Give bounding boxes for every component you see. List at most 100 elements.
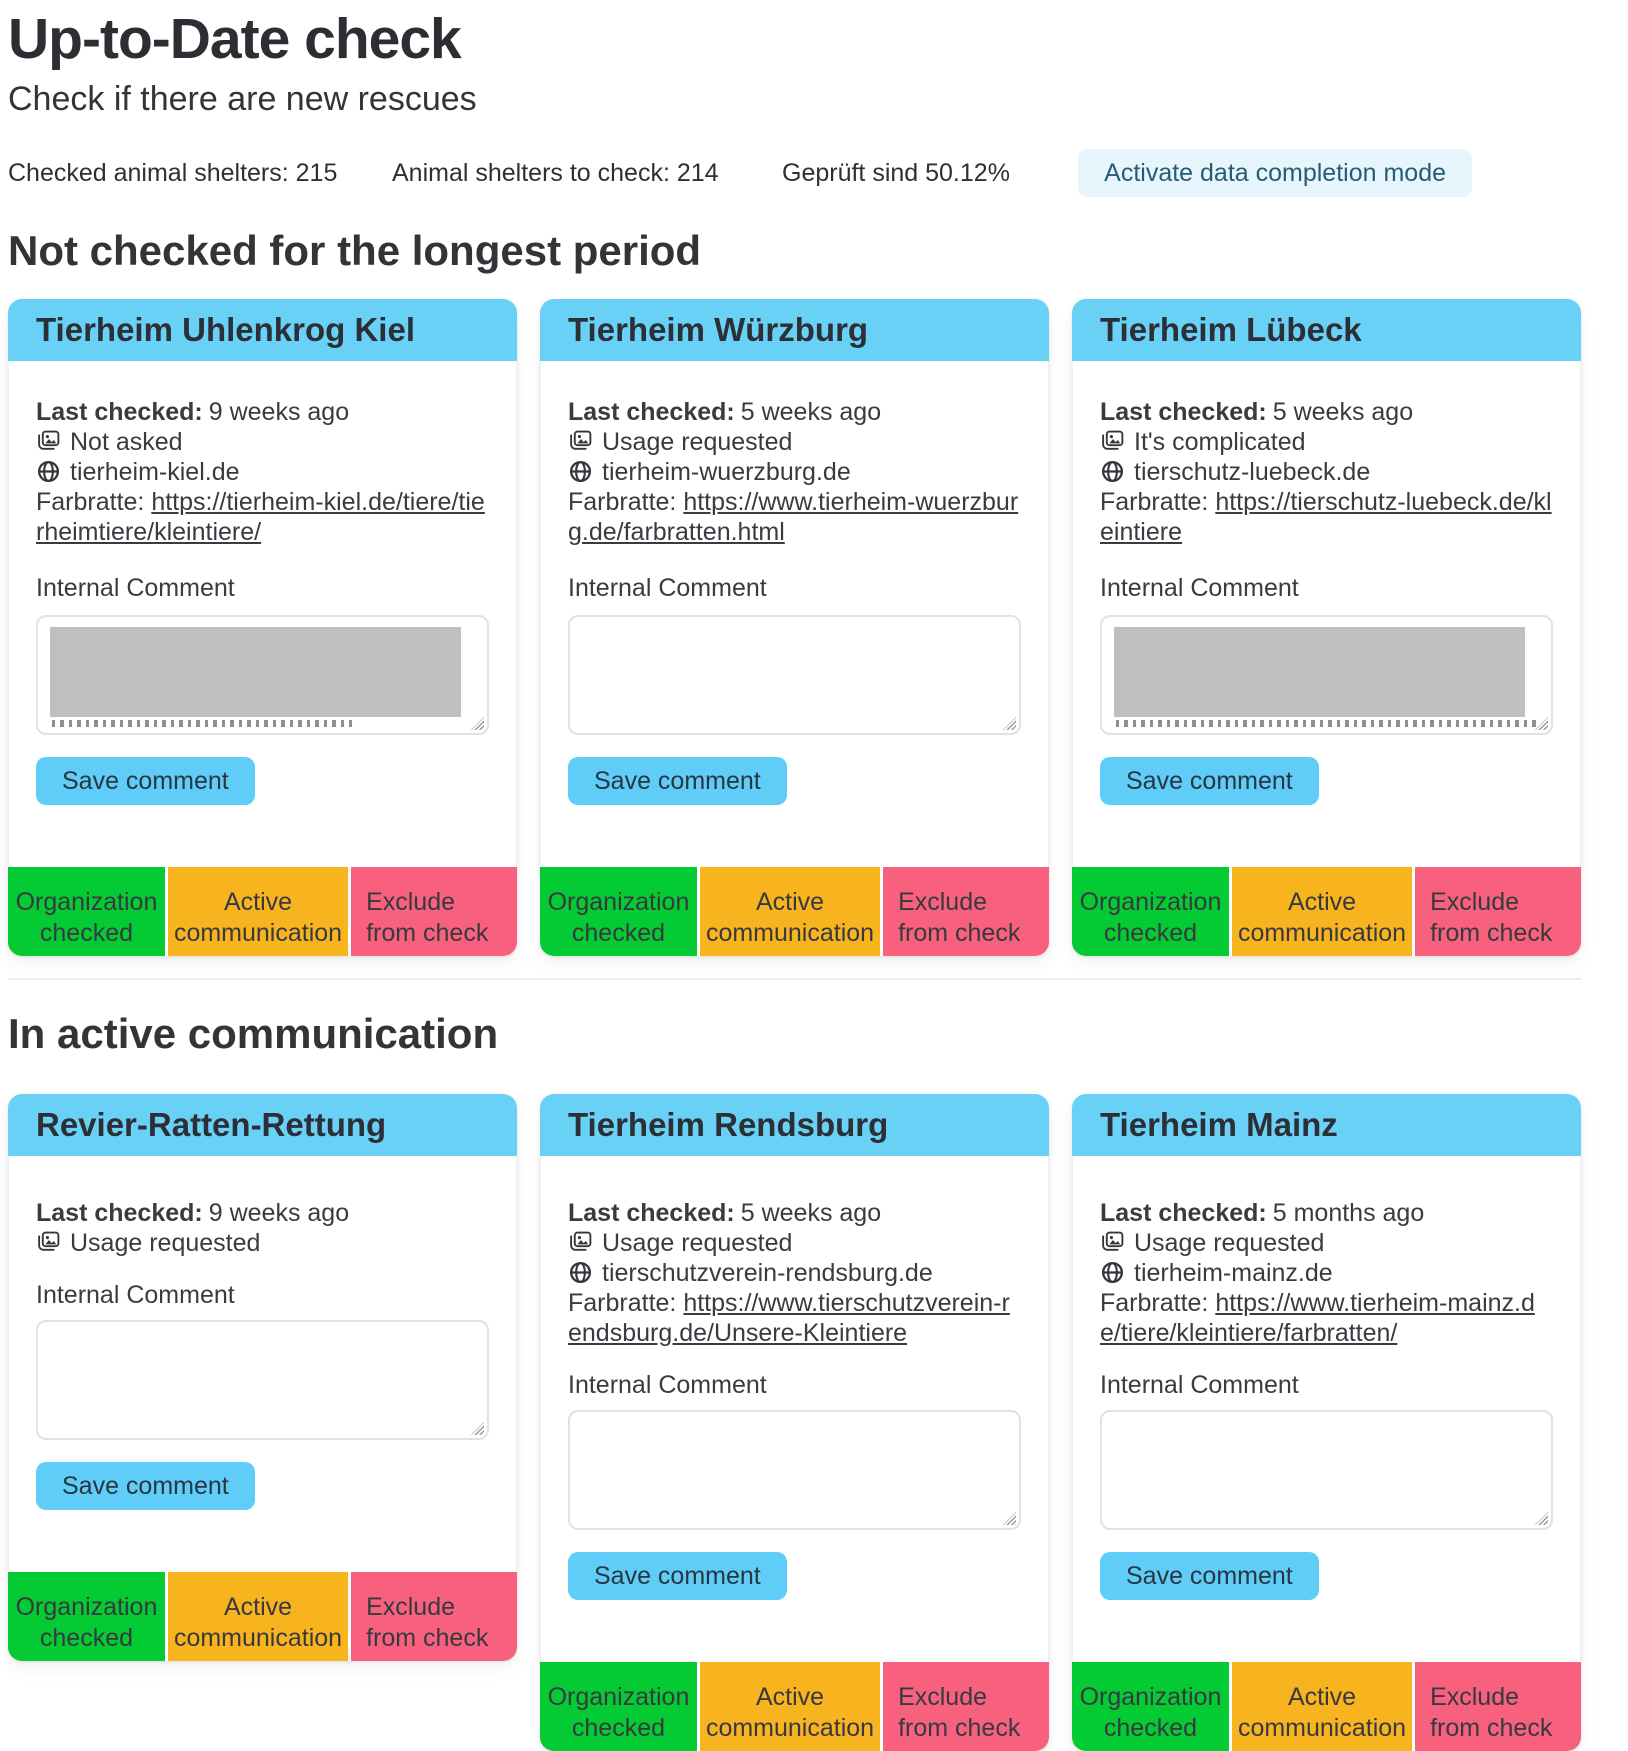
save-comment-button[interactable]: Save comment [36, 1462, 255, 1510]
usage-status-line: Usage requested [568, 427, 1021, 457]
internal-comment-textarea[interactable] [1100, 615, 1553, 735]
exclude-from-check-button[interactable]: Exclude from check [1415, 867, 1581, 956]
farbratte-label: Farbratte: [1100, 488, 1209, 516]
shelter-card-footer: Organization checked Active communicatio… [1072, 1662, 1581, 1751]
last-checked-label: Last checked: [568, 398, 735, 426]
textarea-resize-handle[interactable] [471, 717, 484, 730]
save-comment-button[interactable]: Save comment [36, 757, 255, 805]
exclude-from-check-button[interactable]: Exclude from check [883, 867, 1049, 956]
shelter-card-header: Tierheim Mainz [1072, 1094, 1581, 1156]
usage-status: Not asked [70, 428, 183, 456]
shelter-card-body: Last checked: 9 weeks ago Not asked tierh… [8, 361, 517, 867]
organization-checked-button[interactable]: Organization checked [540, 1662, 697, 1751]
website-domain: tierschutzverein-rendsburg.de [602, 1259, 933, 1287]
shelter-card-mainz: Tierheim Mainz Last checked: 5 months ago… [1072, 1094, 1581, 1751]
save-comment-button[interactable]: Save comment [568, 757, 787, 805]
farbratte-line: Farbratte: https://www.tierheim-wuerzbur… [568, 487, 1021, 547]
last-checked-line: Last checked: 5 weeks ago [1100, 397, 1553, 427]
usage-status-line: It's complicated [1100, 427, 1553, 457]
shelter-card-revier-ratten-rettung: Revier-Ratten-Rettung Last checked: 9 wee… [8, 1094, 517, 1661]
farbratte-link[interactable]: https://tierschutz-luebeck.de/kleintiere [1100, 488, 1552, 546]
internal-comment-textarea[interactable] [568, 1410, 1021, 1530]
shelter-card-footer: Organization checked Active communicatio… [540, 867, 1049, 956]
farbratte-label: Farbratte: [1100, 1289, 1209, 1317]
stat-checked-shelters: Checked animal shelters: 215 [8, 159, 338, 187]
usage-status: Usage requested [602, 1229, 793, 1257]
active-communication-button[interactable]: Active communication [167, 867, 349, 956]
textarea-resize-handle[interactable] [1003, 717, 1016, 730]
up-to-date-check-page: Up-to-Date check Check if there are new … [8, 6, 1581, 1751]
last-checked-line: Last checked: 5 weeks ago [568, 1198, 1021, 1228]
save-comment-button[interactable]: Save comment [568, 1552, 787, 1600]
farbratte-line: Farbratte: https://tierschutz-luebeck.de… [1100, 487, 1553, 547]
internal-comment-textarea[interactable] [1100, 1410, 1553, 1530]
active-communication-button[interactable]: Active communication [699, 1662, 881, 1751]
shelter-name: Tierheim Lübeck [1100, 311, 1362, 348]
organization-checked-button[interactable]: Organization checked [1072, 867, 1229, 956]
shelter-card-body: Last checked: 5 weeks ago Usage requested… [540, 361, 1049, 867]
website-line: tierheim-wuerzburg.de [568, 457, 1021, 487]
last-checked-label: Last checked: [36, 398, 203, 426]
organization-checked-button[interactable]: Organization checked [8, 1572, 165, 1661]
globe-icon [1101, 1261, 1124, 1284]
usage-status: Usage requested [1134, 1229, 1325, 1257]
website-domain: tierheim-wuerzburg.de [602, 458, 851, 486]
shelter-name: Tierheim Würzburg [568, 311, 869, 348]
exclude-from-check-button[interactable]: Exclude from check [351, 867, 517, 956]
active-communication-button[interactable]: Active communication [167, 1572, 349, 1661]
photo-icon [570, 430, 592, 450]
usage-status: It's complicated [1134, 428, 1306, 456]
save-comment-button[interactable]: Save comment [1100, 757, 1319, 805]
shelter-card-header: Tierheim Uhlenkrog Kiel [8, 299, 517, 361]
farbratte-line: Farbratte: https://www.tierheim-mainz.de… [1100, 1288, 1553, 1348]
farbratte-link[interactable]: https://www.tierheim-wuerzburg.de/farbra… [568, 488, 1019, 546]
internal-comment-textarea[interactable] [36, 1320, 489, 1440]
clipped-comment-text [1116, 720, 1536, 727]
save-comment-button[interactable]: Save comment [1100, 1552, 1319, 1600]
organization-checked-button[interactable]: Organization checked [8, 867, 165, 956]
usage-status: Usage requested [602, 428, 793, 456]
last-checked-label: Last checked: [36, 1199, 203, 1227]
farbratte-line: Farbratte: https://www.tierschutzverein-… [568, 1288, 1021, 1348]
redacted-comment [1114, 627, 1525, 717]
usage-status-line: Usage requested [36, 1228, 489, 1258]
globe-icon [569, 1261, 592, 1284]
usage-status: Usage requested [70, 1229, 261, 1257]
organization-checked-button[interactable]: Organization checked [1072, 1662, 1229, 1751]
shelter-card-header: Tierheim Lübeck [1072, 299, 1581, 361]
internal-comment-label: Internal Comment [1100, 574, 1299, 602]
internal-comment-label: Internal Comment [1100, 1371, 1299, 1399]
card-row-active-communication: Revier-Ratten-Rettung Last checked: 9 wee… [8, 1094, 1581, 1751]
internal-comment-textarea[interactable] [568, 615, 1021, 735]
shelter-card-kiel: Tierheim Uhlenkrog Kiel Last checked: 9 w… [8, 299, 517, 956]
shelter-card-header: Tierheim Würzburg [540, 299, 1049, 361]
photo-icon [38, 1231, 60, 1251]
active-communication-button[interactable]: Active communication [699, 867, 881, 956]
active-communication-button[interactable]: Active communication [1231, 1662, 1413, 1751]
last-checked-label: Last checked: [1100, 398, 1267, 426]
last-checked-value: 5 weeks ago [740, 1199, 882, 1227]
last-checked-label: Last checked: [568, 1199, 735, 1227]
textarea-resize-handle[interactable] [1535, 717, 1548, 730]
clipped-comment-text [52, 720, 352, 727]
organization-checked-button[interactable]: Organization checked [540, 867, 697, 956]
shelter-card-header: Revier-Ratten-Rettung [8, 1094, 517, 1156]
section-heading-active-communication: In active communication [8, 1010, 499, 1057]
exclude-from-check-button[interactable]: Exclude from check [351, 1572, 517, 1661]
section-heading-not-checked: Not checked for the longest period [8, 227, 702, 274]
textarea-resize-handle[interactable] [1003, 1512, 1016, 1525]
textarea-resize-handle[interactable] [1535, 1512, 1548, 1525]
active-communication-button[interactable]: Active communication [1231, 867, 1413, 956]
farbratte-link[interactable]: https://tierheim-kiel.de/tiere/tierheimt… [36, 488, 485, 546]
page-title: Up-to-Date check [8, 7, 462, 71]
exclude-from-check-button[interactable]: Exclude from check [883, 1662, 1049, 1751]
activate-data-completion-mode-button[interactable]: Activate data completion mode [1078, 149, 1472, 197]
shelter-name: Tierheim Rendsburg [568, 1106, 889, 1143]
website-domain: tierschutz-luebeck.de [1134, 458, 1371, 486]
last-checked-value: 9 weeks ago [208, 398, 350, 426]
textarea-resize-handle[interactable] [471, 1422, 484, 1435]
last-checked-line: Last checked: 5 months ago [1100, 1198, 1553, 1228]
exclude-from-check-button[interactable]: Exclude from check [1415, 1662, 1581, 1751]
internal-comment-textarea[interactable] [36, 615, 489, 735]
website-line: tierschutzverein-rendsburg.de [568, 1258, 1021, 1288]
